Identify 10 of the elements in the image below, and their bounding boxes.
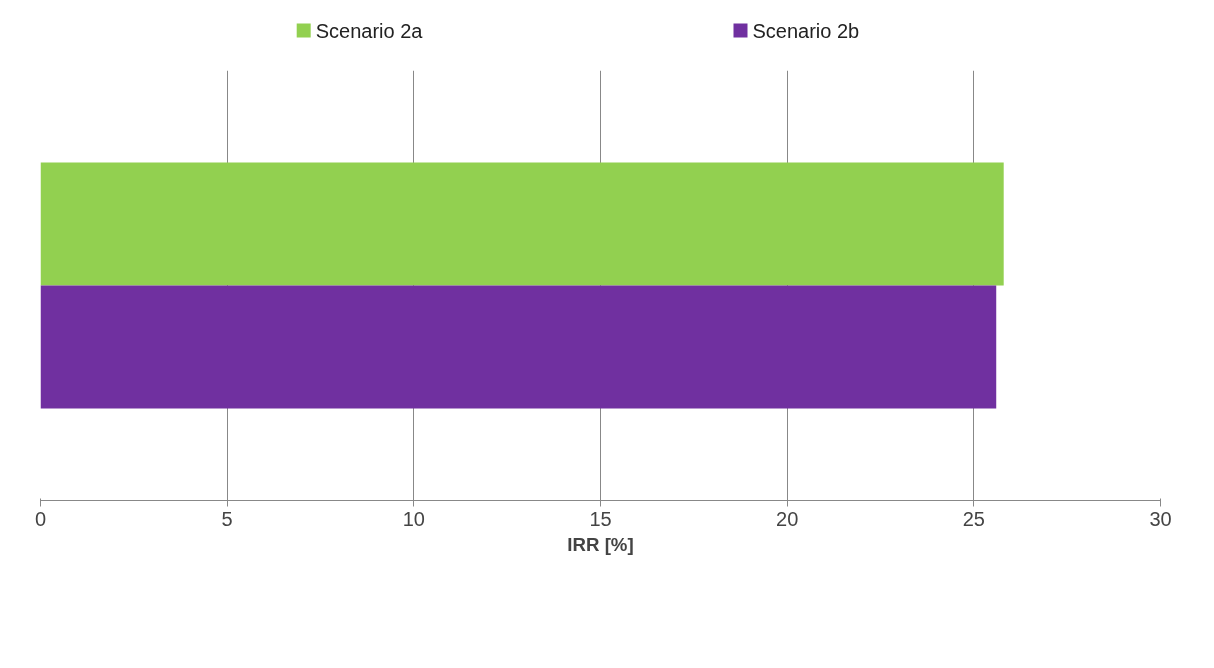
x-axis-title: IRR [%] bbox=[567, 533, 634, 555]
x-tick-label: 10 bbox=[402, 507, 425, 530]
legend-label: Scenario 2b bbox=[752, 19, 860, 42]
x-tick-label: 20 bbox=[776, 507, 799, 530]
legend-label: Scenario 2a bbox=[315, 19, 424, 42]
x-tick-label: 25 bbox=[962, 507, 985, 530]
x-tick-label: 15 bbox=[589, 507, 612, 530]
x-tick-label: 0 bbox=[34, 507, 47, 530]
x-tick-label: 5 bbox=[221, 507, 233, 530]
x-tick-label: 30 bbox=[1149, 507, 1172, 530]
